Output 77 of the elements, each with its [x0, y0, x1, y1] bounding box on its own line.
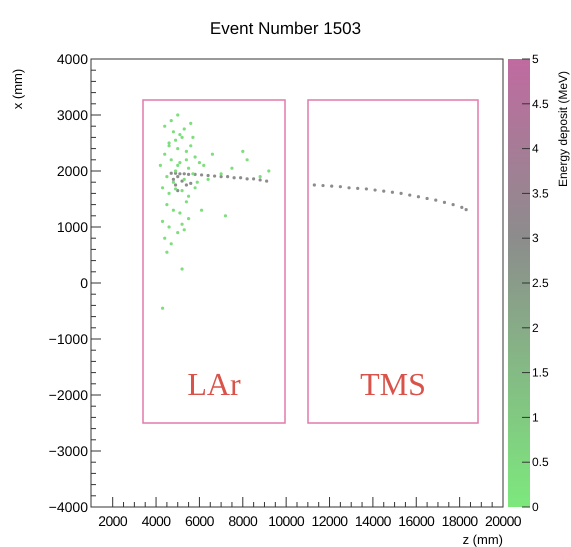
point — [252, 177, 256, 180]
y-tick-label: −1000 — [48, 331, 88, 347]
point — [416, 195, 420, 198]
color-bar-label: 0 — [532, 500, 539, 514]
color-bar-title: Energy deposit (MeV) — [556, 70, 570, 188]
chart-title: Event Number 1503 — [210, 19, 362, 38]
point — [382, 190, 386, 193]
y-tick-label: −3000 — [48, 443, 88, 459]
point — [182, 172, 186, 176]
point — [232, 176, 236, 180]
point — [170, 172, 173, 175]
point — [246, 177, 249, 180]
point — [184, 183, 188, 187]
point — [213, 174, 216, 178]
point — [426, 196, 429, 200]
y-axis-title: x (mm) — [10, 68, 25, 110]
point — [399, 192, 403, 195]
y-tick-label: −4000 — [48, 499, 88, 515]
point — [347, 186, 351, 190]
y-tick-label: 3000 — [56, 107, 88, 123]
point — [390, 190, 394, 194]
x-tick-label: 20000 — [485, 513, 522, 529]
point — [174, 183, 178, 187]
point — [330, 184, 334, 188]
annotation: TMS — [360, 366, 426, 402]
color-bar-label: 3.5 — [532, 186, 550, 200]
x-tick-label: 12000 — [312, 513, 348, 529]
color-bar-label: 5 — [532, 52, 539, 66]
point — [178, 172, 182, 176]
x-axis-title: z (mm) — [462, 532, 503, 547]
color-bar-label: 2.5 — [532, 276, 550, 290]
y-tick-label: −2000 — [48, 387, 88, 403]
point — [460, 206, 464, 209]
point — [312, 183, 316, 187]
point — [220, 175, 223, 178]
point — [452, 203, 455, 206]
point — [265, 179, 268, 183]
color-bar-label: 0.5 — [532, 455, 550, 470]
point — [206, 174, 210, 178]
point — [356, 186, 360, 190]
point — [176, 189, 180, 192]
y-tick-label: 1000 — [56, 219, 88, 235]
point — [180, 179, 184, 183]
x-tick-label: 14000 — [354, 513, 392, 529]
annotation: LAr — [187, 366, 241, 402]
point — [408, 193, 412, 197]
x-tick-label: 6000 — [185, 513, 215, 529]
point — [373, 188, 377, 192]
color-bar-label: 1 — [532, 410, 539, 424]
x-tick-label: 10000 — [268, 513, 305, 529]
color-bar-label: 1.5 — [532, 366, 550, 380]
point — [239, 176, 242, 180]
x-tick-label: 8000 — [228, 513, 258, 529]
color-bar-label: 4 — [532, 142, 539, 156]
point — [172, 178, 175, 181]
x-tick-label: 16000 — [398, 513, 436, 529]
y-tick-label: 4000 — [56, 51, 88, 67]
color-bar-label: 2 — [532, 320, 539, 335]
point — [258, 178, 262, 182]
point — [321, 184, 325, 188]
point — [338, 185, 342, 188]
color-bar-label: 4.5 — [532, 96, 550, 111]
x-tick-label: 4000 — [142, 513, 172, 529]
point — [464, 208, 468, 212]
point — [189, 182, 192, 185]
point — [176, 175, 180, 178]
point — [364, 187, 368, 191]
point — [226, 175, 230, 178]
color-bar-label: 3 — [532, 231, 539, 246]
point — [434, 198, 438, 202]
point — [442, 200, 446, 204]
x-tick-label: 2000 — [98, 513, 128, 529]
point — [200, 173, 204, 177]
x-tick-label: 18000 — [442, 513, 478, 529]
point — [186, 172, 190, 176]
y-tick-label: 2000 — [56, 163, 88, 179]
y-tick-label: 0 — [80, 275, 88, 291]
